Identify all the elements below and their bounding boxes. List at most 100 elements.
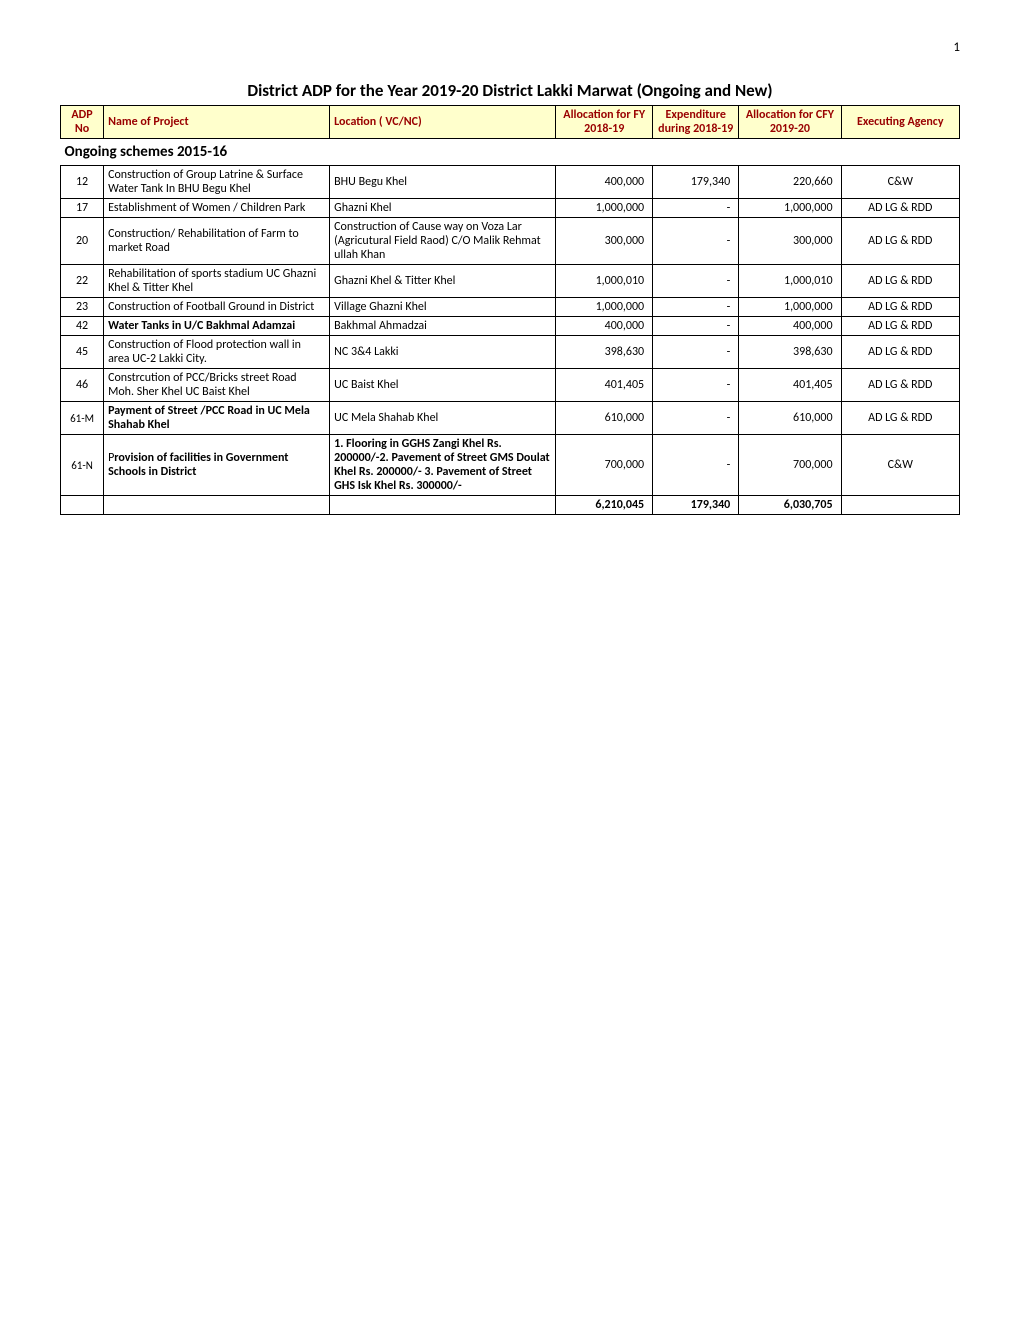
header-name: Name of Project bbox=[104, 106, 330, 139]
cell-location: 1. Flooring in GGHS Zangi Khel Rs. 20000… bbox=[330, 435, 556, 496]
cell-adp-no: 61-N bbox=[61, 435, 104, 496]
cell-alloc-fy1819: 300,000 bbox=[556, 218, 653, 265]
totals-alloc-cfy1920: 6,030,705 bbox=[739, 496, 841, 515]
totals-empty bbox=[61, 496, 104, 515]
cell-alloc-cfy1920: 398,630 bbox=[739, 336, 841, 369]
cell-alloc-fy1819: 400,000 bbox=[556, 166, 653, 199]
cell-alloc-cfy1920: 300,000 bbox=[739, 218, 841, 265]
cell-alloc-fy1819: 1,000,000 bbox=[556, 298, 653, 317]
cell-name: Construction of Group Latrine & Surface … bbox=[104, 166, 330, 199]
cell-agency: AD LG & RDD bbox=[841, 317, 959, 336]
cell-location: Bakhmal Ahmadzai bbox=[330, 317, 556, 336]
cell-agency: AD LG & RDD bbox=[841, 298, 959, 317]
totals-empty bbox=[330, 496, 556, 515]
cell-alloc-cfy1920: 1,000,010 bbox=[739, 265, 841, 298]
cell-location: BHU Begu Khel bbox=[330, 166, 556, 199]
section-header-row: Ongoing schemes 2015-16 bbox=[61, 139, 960, 166]
cell-exp-1819: - bbox=[653, 199, 739, 218]
cell-adp-no: 20 bbox=[61, 218, 104, 265]
cell-alloc-cfy1920: 1,000,000 bbox=[739, 199, 841, 218]
cell-name: Construction of Flood protection wall in… bbox=[104, 336, 330, 369]
cell-adp-no: 23 bbox=[61, 298, 104, 317]
cell-alloc-cfy1920: 1,000,000 bbox=[739, 298, 841, 317]
cell-agency: C&W bbox=[841, 166, 959, 199]
cell-name: Provision of facilities in Government Sc… bbox=[104, 435, 330, 496]
cell-agency: AD LG & RDD bbox=[841, 265, 959, 298]
cell-exp-1819: - bbox=[653, 317, 739, 336]
cell-exp-1819: - bbox=[653, 435, 739, 496]
table-row: 46 Constrcution of PCC/Bricks street Roa… bbox=[61, 369, 960, 402]
adp-table: ADP No Name of Project Location ( VC/NC)… bbox=[60, 105, 960, 515]
cell-agency: AD LG & RDD bbox=[841, 369, 959, 402]
header-adp-no: ADP No bbox=[61, 106, 104, 139]
cell-name: Constrcution of PCC/Bricks street Road M… bbox=[104, 369, 330, 402]
cell-name: Establishment of Women / Children Park bbox=[104, 199, 330, 218]
cell-agency: AD LG & RDD bbox=[841, 199, 959, 218]
cell-alloc-fy1819: 398,630 bbox=[556, 336, 653, 369]
cell-location: Village Ghazni Khel bbox=[330, 298, 556, 317]
cell-exp-1819: - bbox=[653, 336, 739, 369]
table-row: 17 Establishment of Women / Children Par… bbox=[61, 199, 960, 218]
table-row: 23 Construction of Football Ground in Di… bbox=[61, 298, 960, 317]
cell-agency: AD LG & RDD bbox=[841, 402, 959, 435]
cell-adp-no: 61-M bbox=[61, 402, 104, 435]
cell-adp-no: 22 bbox=[61, 265, 104, 298]
cell-alloc-fy1819: 610,000 bbox=[556, 402, 653, 435]
cell-exp-1819: - bbox=[653, 402, 739, 435]
cell-alloc-cfy1920: 700,000 bbox=[739, 435, 841, 496]
section-header: Ongoing schemes 2015-16 bbox=[61, 139, 960, 166]
cell-location: UC Mela Shahab Khel bbox=[330, 402, 556, 435]
totals-row: 6,210,045 179,340 6,030,705 bbox=[61, 496, 960, 515]
cell-location: Ghazni Khel bbox=[330, 199, 556, 218]
cell-exp-1819: - bbox=[653, 369, 739, 402]
cell-name: Construction/ Rehabilitation of Farm to … bbox=[104, 218, 330, 265]
cell-adp-no: 46 bbox=[61, 369, 104, 402]
table-row: 22 Rehabilitation of sports stadium UC G… bbox=[61, 265, 960, 298]
cell-alloc-cfy1920: 400,000 bbox=[739, 317, 841, 336]
cell-exp-1819: 179,340 bbox=[653, 166, 739, 199]
table-header-row: ADP No Name of Project Location ( VC/NC)… bbox=[61, 106, 960, 139]
cell-location: Ghazni Khel & Titter Khel bbox=[330, 265, 556, 298]
cell-alloc-cfy1920: 401,405 bbox=[739, 369, 841, 402]
cell-agency: C&W bbox=[841, 435, 959, 496]
table-row: 45 Construction of Flood protection wall… bbox=[61, 336, 960, 369]
totals-exp-1819: 179,340 bbox=[653, 496, 739, 515]
cell-location: Construction of Cause way on Voza Lar (A… bbox=[330, 218, 556, 265]
cell-alloc-fy1819: 401,405 bbox=[556, 369, 653, 402]
header-alloc-cfy1920: Allocation for CFY 2019-20 bbox=[739, 106, 841, 139]
page-number: 1 bbox=[60, 40, 960, 55]
cell-location: NC 3&4 Lakki bbox=[330, 336, 556, 369]
table-row: 12 Construction of Group Latrine & Surfa… bbox=[61, 166, 960, 199]
cell-alloc-cfy1920: 220,660 bbox=[739, 166, 841, 199]
cell-alloc-fy1819: 1,000,000 bbox=[556, 199, 653, 218]
header-alloc-fy1819: Allocation for FY 2018-19 bbox=[556, 106, 653, 139]
cell-name: Construction of Football Ground in Distr… bbox=[104, 298, 330, 317]
totals-empty bbox=[841, 496, 959, 515]
table-row: 61-N Provision of facilities in Governme… bbox=[61, 435, 960, 496]
table-row: 61-M Payment of Street /PCC Road in UC M… bbox=[61, 402, 960, 435]
cell-adp-no: 42 bbox=[61, 317, 104, 336]
cell-agency: AD LG & RDD bbox=[841, 336, 959, 369]
cell-alloc-fy1819: 700,000 bbox=[556, 435, 653, 496]
header-location: Location ( VC/NC) bbox=[330, 106, 556, 139]
table-row: 20 Construction/ Rehabilitation of Farm … bbox=[61, 218, 960, 265]
totals-empty bbox=[104, 496, 330, 515]
cell-alloc-fy1819: 400,000 bbox=[556, 317, 653, 336]
page-title: District ADP for the Year 2019-20 Distri… bbox=[60, 80, 960, 101]
totals-alloc-fy1819: 6,210,045 bbox=[556, 496, 653, 515]
cell-name: Payment of Street /PCC Road in UC Mela S… bbox=[104, 402, 330, 435]
cell-name: Water Tanks in U/C Bakhmal Adamzai bbox=[104, 317, 330, 336]
cell-exp-1819: - bbox=[653, 218, 739, 265]
header-exp-1819: Expenditure during 2018-19 bbox=[653, 106, 739, 139]
table-row: 42 Water Tanks in U/C Bakhmal Adamzai Ba… bbox=[61, 317, 960, 336]
cell-exp-1819: - bbox=[653, 298, 739, 317]
cell-adp-no: 12 bbox=[61, 166, 104, 199]
cell-adp-no: 17 bbox=[61, 199, 104, 218]
cell-adp-no: 45 bbox=[61, 336, 104, 369]
header-agency: Executing Agency bbox=[841, 106, 959, 139]
cell-name-rest: rovision of facilities in Government Sch… bbox=[108, 451, 288, 479]
cell-name: Rehabilitation of sports stadium UC Ghaz… bbox=[104, 265, 330, 298]
cell-alloc-fy1819: 1,000,010 bbox=[556, 265, 653, 298]
cell-location: UC Baist Khel bbox=[330, 369, 556, 402]
cell-alloc-cfy1920: 610,000 bbox=[739, 402, 841, 435]
